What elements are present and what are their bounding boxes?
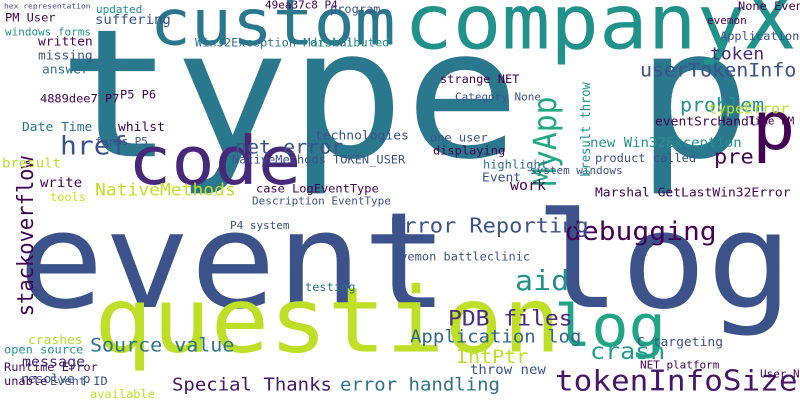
- word: C targeting: [637, 334, 723, 348]
- word: resolve p: [20, 372, 90, 386]
- word: one user: [430, 131, 488, 144]
- word: code: [128, 123, 301, 201]
- word: crashes: [28, 333, 83, 347]
- word: 4889dee7 P7: [40, 92, 119, 105]
- word: strange NET: [440, 72, 519, 85]
- word: event log: [18, 184, 793, 339]
- word: Category None: [455, 91, 541, 104]
- word: missing: [38, 48, 93, 62]
- word: written: [38, 34, 93, 48]
- word: distributed: [310, 36, 389, 49]
- word: new Win32Exception: [590, 135, 742, 150]
- word: available: [90, 388, 155, 400]
- word: IntPtr: [456, 345, 528, 367]
- word: tools: [50, 190, 86, 203]
- word: P5 P6: [120, 88, 156, 101]
- word: testing: [305, 281, 356, 294]
- word: Application log: [410, 327, 581, 347]
- word: pre: [714, 145, 754, 169]
- word: debugging: [565, 217, 717, 247]
- word: Error Reporting: [390, 214, 589, 238]
- word: forms P5: [95, 135, 148, 148]
- word: 49ea37c8 P4: [265, 0, 338, 11]
- word: system windows: [530, 164, 623, 177]
- word: net error: [235, 136, 343, 158]
- word: eventSrcHandle: [655, 114, 765, 128]
- word: Description EventType: [252, 195, 391, 208]
- word: evemon: [707, 15, 747, 28]
- word: message: [22, 355, 85, 370]
- word: MyApp: [527, 96, 564, 186]
- word: companyX: [404, 0, 794, 67]
- word: Event ID: [50, 375, 108, 388]
- word: technologies: [315, 128, 409, 142]
- word: tokenInfoSize: [555, 365, 798, 399]
- word: question: [94, 269, 561, 374]
- word: log: [554, 293, 666, 360]
- word: PM User: [5, 11, 56, 24]
- word: throw new: [470, 362, 547, 377]
- word: Special Thanks: [172, 375, 332, 395]
- word: None Event: [738, 0, 800, 13]
- word: Marshal GetLastWin32Error: [595, 185, 791, 199]
- word: type p: [58, 0, 752, 199]
- word: typeError: [708, 102, 789, 117]
- word: href: [60, 131, 127, 161]
- word: hex representation: [4, 2, 91, 11]
- word: Runtime Error: [4, 361, 98, 374]
- word: crash: [590, 338, 665, 365]
- word: token: [710, 45, 764, 64]
- word: custom: [150, 0, 396, 60]
- word: answer: [42, 62, 89, 76]
- word: suffering: [95, 13, 171, 28]
- word: stackoverflow: [13, 156, 39, 316]
- word: Event: [482, 170, 521, 184]
- word: work: [510, 178, 546, 193]
- word: product called: [595, 151, 696, 164]
- word: Date Time: [22, 120, 92, 134]
- word: whilst: [118, 120, 165, 134]
- word: User N: [760, 368, 800, 381]
- word: write: [40, 175, 82, 190]
- word: NET platform: [640, 359, 719, 372]
- word: Win32Exception Marshal: [195, 36, 354, 49]
- word: windows forms: [5, 26, 91, 39]
- word: open source: [4, 343, 83, 356]
- word: Time PM: [748, 115, 794, 128]
- word: NativeMethods TOKEN_USER: [232, 153, 405, 166]
- word: bresult: [2, 156, 61, 171]
- word: program: [330, 2, 381, 15]
- word: unable: [4, 375, 47, 388]
- word: P4 system: [230, 219, 290, 232]
- word: problem: [680, 94, 764, 116]
- word: PDB files: [448, 306, 573, 331]
- word: evemon battleclinic: [393, 250, 530, 263]
- word: highlight: [483, 158, 548, 171]
- word: userTokenInfo: [640, 59, 796, 81]
- word: updated: [96, 3, 142, 16]
- word: NativeMethods: [95, 181, 236, 200]
- word: p: [752, 87, 795, 165]
- word: displaying: [433, 144, 505, 157]
- word: Application: [720, 29, 799, 42]
- word: bresult throw: [578, 82, 594, 177]
- word: error handling: [340, 375, 500, 395]
- word: aid: [515, 264, 569, 297]
- word: case LogEventType: [256, 182, 379, 195]
- word: Source value: [90, 334, 234, 356]
